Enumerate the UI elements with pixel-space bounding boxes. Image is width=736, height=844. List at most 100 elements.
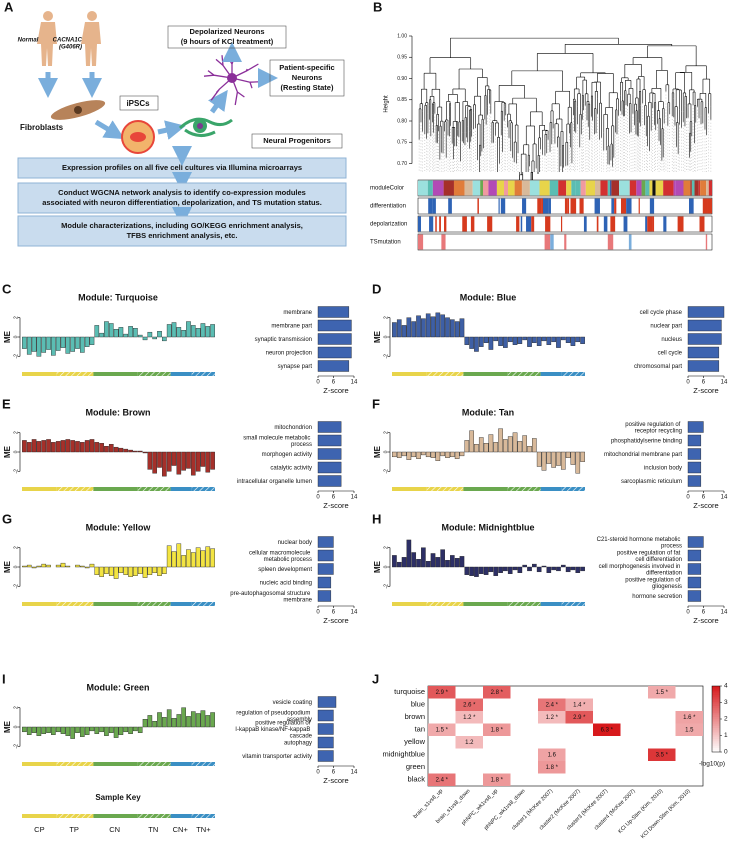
bar [536, 451, 542, 467]
bar [474, 444, 479, 453]
bar [113, 566, 119, 579]
track-stripe [583, 216, 587, 232]
term-label: positive regulation of receptor recyclin… [625, 421, 682, 434]
sample-strip [93, 487, 138, 491]
sample-strip [93, 372, 138, 376]
term-label: mitochondrial membrane part [604, 452, 682, 458]
track-stripe [507, 180, 515, 196]
bar [517, 336, 523, 344]
heatmap-cell [483, 686, 511, 699]
z-bar [687, 576, 702, 589]
z-bar [687, 346, 720, 359]
bar [89, 563, 95, 568]
cell-label: 1.6 * [683, 715, 696, 721]
bar [162, 451, 167, 477]
track-stripe [707, 198, 712, 214]
bar [94, 325, 100, 338]
subject-label: Normal [18, 38, 39, 44]
bar [55, 441, 61, 453]
term-label: cellular macromolecule metabolic process [249, 550, 312, 563]
z-bar [687, 333, 722, 345]
track-stripe [636, 180, 642, 196]
colorbar-tick-label: 3 [724, 699, 728, 706]
track-stripe [521, 180, 523, 196]
sample-strip-hatch [137, 487, 171, 491]
bar [176, 543, 182, 568]
axis-label: ME [373, 330, 382, 343]
track-stripe [698, 180, 701, 196]
label-box [251, 133, 343, 149]
y-tick-label: -2 [383, 354, 389, 359]
bar [152, 721, 157, 728]
term-label: positive regulation of gliogenesis [625, 577, 682, 590]
bar [70, 336, 75, 352]
chart-title: Module: Blue [460, 292, 517, 302]
cell-label: 1.6 [548, 752, 557, 758]
bar [123, 726, 129, 733]
bar [570, 566, 576, 571]
track-stripe [500, 198, 506, 214]
sample-strip [540, 602, 562, 606]
colorbar-step [712, 727, 720, 731]
term-label: morphogen activity [262, 452, 312, 458]
bar [205, 326, 211, 338]
sample-strip-hatch [507, 487, 541, 491]
bar [147, 566, 153, 575]
heatmap-cell [538, 748, 566, 761]
bar [478, 336, 484, 347]
z-bar [317, 590, 332, 602]
axis-label: Z-score [323, 616, 348, 625]
row-label: brown [405, 712, 425, 721]
sample-strip [392, 487, 427, 491]
axis-label: ME [373, 445, 382, 458]
bar [483, 566, 489, 575]
cell-label: 1.8 * [546, 765, 559, 771]
bar [556, 336, 561, 348]
track-stripe [496, 180, 505, 196]
bar [469, 336, 474, 349]
cell-label: 1.4 * [573, 702, 586, 708]
bar [123, 566, 129, 575]
z-bar [317, 461, 342, 474]
axis-label: Z-score [323, 501, 348, 510]
track-stripe [427, 180, 433, 196]
z-bar [317, 306, 350, 318]
bar [108, 566, 114, 576]
track-frame [417, 215, 713, 233]
bar [36, 336, 42, 357]
bar [142, 451, 148, 454]
z-bar [317, 696, 337, 708]
bar [536, 336, 542, 346]
key-label: TN+ [196, 825, 211, 834]
bar [541, 451, 547, 471]
term-label: pre-autophagosomal structure membrane [230, 590, 312, 603]
bar [406, 451, 412, 460]
bar [133, 726, 138, 732]
bar [41, 563, 47, 568]
bar [464, 336, 470, 345]
bar [181, 330, 186, 338]
bar [546, 336, 552, 345]
bar [483, 336, 489, 344]
bar [186, 549, 191, 568]
track-stripe [700, 180, 707, 196]
bar [79, 442, 85, 453]
heatmap-cell [675, 711, 703, 724]
chart-title: Module: Green [86, 682, 149, 692]
bar [65, 565, 71, 568]
bar [200, 550, 206, 568]
bar [186, 451, 191, 469]
panel-label: A [4, 0, 14, 14]
term-label: inclusion body [644, 465, 682, 471]
y-tick-label: 0.90 [397, 76, 407, 82]
track-stripe [675, 180, 684, 196]
track-stripe [462, 216, 467, 232]
track-stripe [619, 180, 630, 196]
bar [396, 319, 402, 338]
bar [22, 565, 27, 568]
track-stripe [444, 216, 447, 232]
z-bar [317, 549, 334, 562]
bar [26, 336, 32, 355]
neuron-branch [231, 77, 245, 106]
bar [65, 726, 71, 736]
